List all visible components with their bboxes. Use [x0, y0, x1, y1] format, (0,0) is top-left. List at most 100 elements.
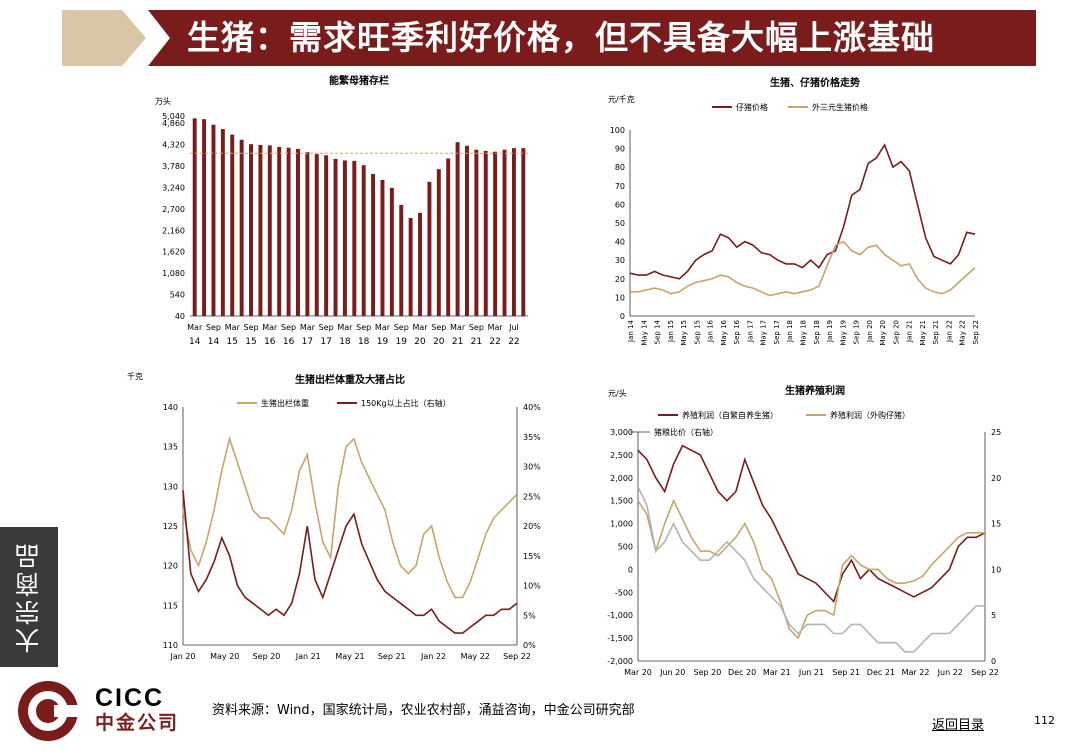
- bar: [446, 158, 451, 316]
- x-tick-label: Sep 18: [813, 320, 821, 344]
- side-tab[interactable]: [0, 527, 58, 667]
- x-tick-label-bottom: 15: [245, 337, 256, 347]
- x-tick-label: Dec 21: [867, 668, 895, 677]
- x-tick-label-top: Sep: [394, 323, 409, 332]
- y-tick-label: 500: [618, 543, 633, 552]
- y-tick-label: 40: [175, 312, 185, 321]
- x-tick-label: Jun 21: [798, 668, 824, 677]
- x-tick-label-bottom: 14: [189, 337, 201, 347]
- y-tick-label: 30: [615, 256, 625, 265]
- logo-text-cn: 中金公司: [95, 712, 180, 734]
- x-tick-label: Sep 22: [972, 320, 980, 344]
- bar: [296, 148, 300, 316]
- x-tick-label-top: Mar: [262, 323, 278, 332]
- series-line: [637, 444, 986, 604]
- y-tick-label: 115: [163, 601, 178, 610]
- y-tick-label: 2,700: [162, 205, 185, 214]
- y-tick-label: 80: [615, 163, 625, 172]
- x-tick-label: Jan 20: [169, 652, 195, 661]
- x-tick-label: Sep 20: [253, 652, 281, 661]
- x-tick-label-top: Mar: [412, 323, 428, 332]
- legend-label: 养殖利润（外购仔猪）: [830, 410, 910, 420]
- x-tick-label: Sep 21: [832, 668, 860, 677]
- x-tick-label: Jun 20: [659, 668, 685, 677]
- x-tick-label: Sep 17: [773, 320, 781, 344]
- x-tick-label-top: Mar: [187, 323, 203, 332]
- bar: [521, 148, 526, 316]
- x-tick-label-bottom: 18: [339, 337, 351, 347]
- y-tick-label: 70: [615, 182, 625, 191]
- bar: [502, 149, 507, 316]
- x-tick-label: May 18: [800, 320, 808, 346]
- y-tick-label: -2,000: [607, 657, 633, 666]
- bar: [389, 187, 394, 316]
- x-tick-label: Sep 14: [654, 319, 662, 344]
- x-tick-label: Sep 20: [693, 668, 721, 677]
- x-tick-label: Sep 16: [733, 319, 741, 344]
- y2-tick-label: 15: [991, 520, 1001, 529]
- x-tick-label-top: Mar: [225, 323, 241, 332]
- y-tick-label: 3,780: [162, 162, 185, 171]
- y-tick-label: 90: [615, 145, 625, 154]
- bar: [239, 139, 244, 316]
- legend-label: 外三元生猪价格: [812, 102, 868, 112]
- x-tick-label: Mar 22: [902, 668, 930, 677]
- x-tick-label: Jan 21: [906, 320, 914, 343]
- logo-text-en: CICC: [95, 684, 165, 712]
- header-chevron-shape: [62, 10, 146, 66]
- chart-title: 能繁母猪存栏: [329, 74, 389, 87]
- bar: [211, 124, 216, 316]
- y-tick-label: 140: [163, 403, 178, 412]
- x-tick-label: May 17: [760, 320, 768, 346]
- x-tick-label-bottom: 22: [508, 337, 519, 347]
- bar: [361, 165, 366, 316]
- y-tick-label: 4,320: [162, 141, 185, 150]
- x-tick-label: Jan 14: [627, 319, 635, 342]
- y-tick-label: 0: [620, 312, 625, 321]
- x-tick-label-bottom: 19: [396, 337, 408, 347]
- y-tick-label: 3,240: [162, 183, 185, 192]
- x-tick-label-top: Sep: [319, 323, 334, 332]
- x-tick-label-bottom: 22: [489, 337, 500, 347]
- series-line: [182, 435, 518, 599]
- x-tick-label-top: Mar: [375, 323, 391, 332]
- y-tick-label: 60: [615, 200, 625, 209]
- bar: [511, 148, 516, 316]
- legend-label: 生猪出栏体重: [261, 398, 309, 408]
- x-tick-label: Sep 20: [892, 320, 900, 344]
- page-title: 生猪：需求旺季利好价格，但不具备大幅上涨基础: [187, 18, 935, 57]
- y2-tick-label: 25%: [523, 492, 541, 501]
- bar: [305, 152, 310, 316]
- x-tick-label-top: Mar: [488, 323, 504, 332]
- back-to-contents-link[interactable]: 返回目录: [932, 718, 985, 733]
- bar: [493, 151, 498, 316]
- x-tick-label-top: Sep: [206, 323, 221, 332]
- y2-tick-label: 10%: [523, 582, 541, 591]
- y-tick-label: 40: [615, 238, 625, 247]
- y-tick-label: 1,000: [610, 520, 633, 529]
- bar: [324, 155, 329, 316]
- y-tick-label: 10: [615, 293, 625, 302]
- y2-tick-label: 20: [991, 474, 1001, 483]
- x-tick-label-bottom: 18: [358, 337, 370, 347]
- x-tick-label: May 21: [919, 320, 927, 346]
- y2-tick-label: 10: [991, 565, 1001, 574]
- y-tick-label: 130: [163, 482, 178, 491]
- y-tick-label: 2,500: [610, 451, 633, 460]
- bar: [230, 134, 235, 316]
- chart-title: 生猪出栏体重及大猪占比: [295, 373, 405, 386]
- x-tick-label: Jan 20: [866, 320, 874, 343]
- chart-title: 生猪、仔猪价格走势: [770, 76, 860, 89]
- y-tick-label: -1,000: [607, 611, 633, 620]
- y-tick-label: 2,160: [162, 226, 185, 235]
- header-band: [148, 10, 1036, 66]
- bar: [202, 119, 207, 316]
- bar: [465, 145, 469, 316]
- x-tick-label: Sep 21: [932, 320, 940, 344]
- bar: [352, 160, 357, 316]
- legend-label: 猪粮比价（右轴）: [654, 427, 718, 437]
- x-tick-label-top: Sep: [469, 323, 484, 332]
- x-tick-label: May 14: [640, 319, 648, 345]
